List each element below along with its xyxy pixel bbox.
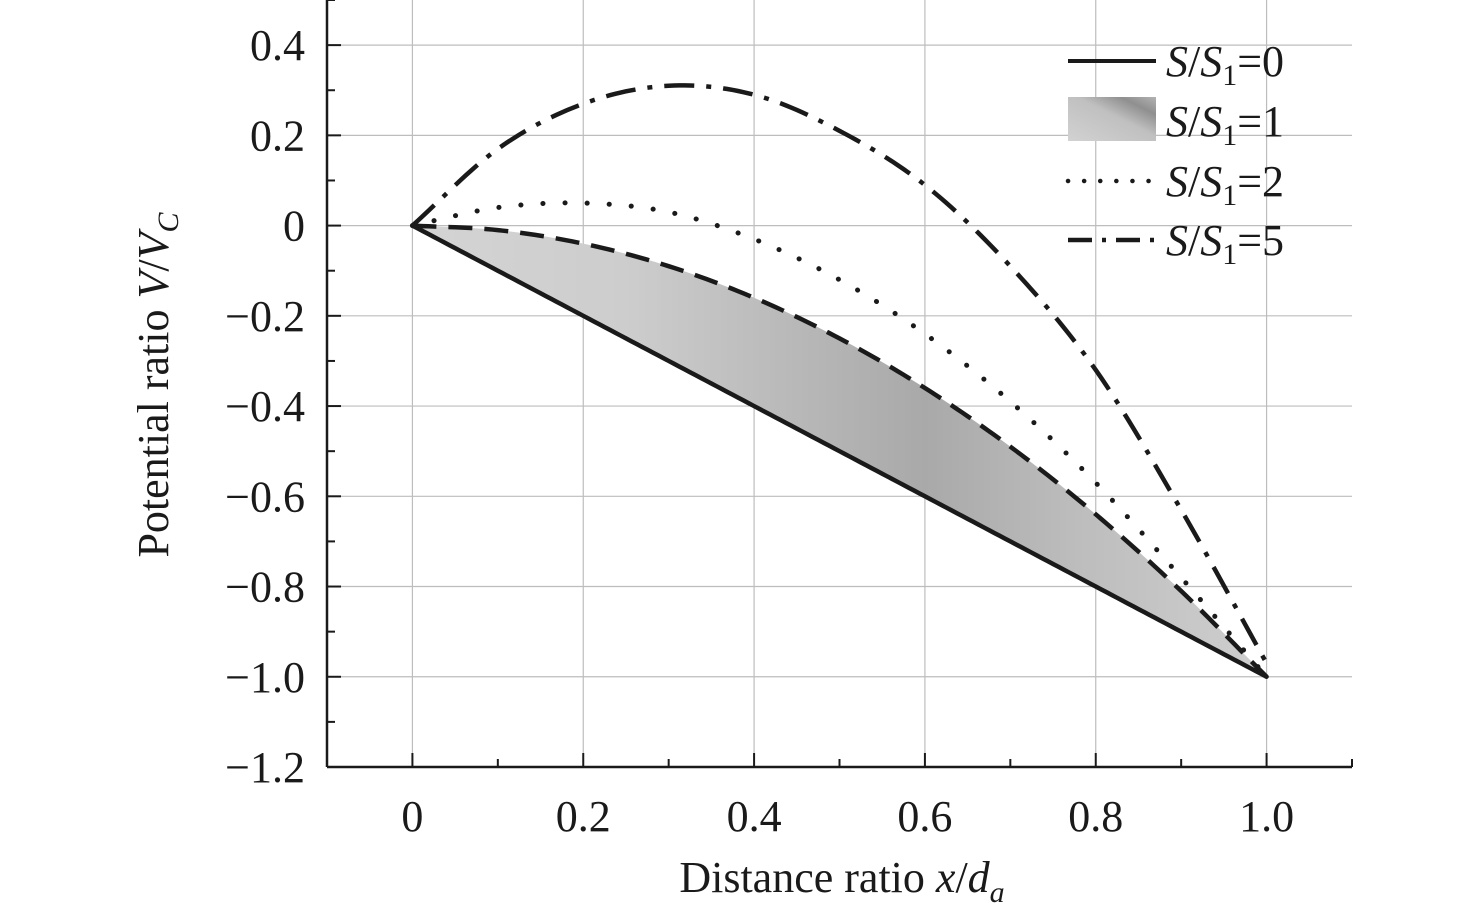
legend-label-s1: S/S1=1 [1166,97,1284,152]
y-tick-label-0: 0.4 [250,21,305,70]
y-tick-label-1: 0.2 [250,111,305,160]
x-tick-label-5: 1.0 [1239,792,1294,841]
y-axis-title: Potential ratio V/VC [129,211,185,557]
legend-item-s1: S/S1=1 [1068,97,1284,152]
x-tick-label-2: 0.4 [727,792,782,841]
x-tick-label-3: 0.6 [897,792,952,841]
y-tick-label-6: −0.8 [225,563,305,612]
grid-lines [327,0,1352,768]
legend-item-s2: S/S1=2 [1065,157,1284,212]
series-line-s2 [409,200,1270,680]
x-tick-label-4: 0.8 [1068,792,1123,841]
tick-labels: 0 0.2 0.4 0.6 0.8 1.0 0.4 0.2 0 −0.2 −0.4 −0.6 −0.8 −… [225,21,1294,841]
series-line-s1_dashed [412,223,1269,679]
legend-label-s0: S/S1=0 [1166,37,1284,92]
y-tick-label-4: −0.4 [225,382,305,431]
y-tick-label-7: −1.0 [225,653,305,702]
legend: S/S1=0 S/S1=1 S/S1=2 S/S1=5 [1065,37,1284,271]
series-line-s5 [410,83,1269,665]
series-lines [409,83,1270,680]
x-tick-label-0: 0 [401,792,423,841]
series-line-s0 [410,223,1269,680]
legend-label-s5: S/S1=5 [1166,216,1284,271]
legend-swatch-s1 [1068,97,1156,141]
legend-item-s5: S/S1=5 [1068,216,1284,271]
y-tick-label-8: −1.2 [225,743,305,792]
y-tick-label-2: 0 [283,202,305,251]
x-tick-label-1: 0.2 [556,792,611,841]
legend-item-s0: S/S1=0 [1068,37,1284,92]
y-tick-label-5: −0.6 [225,472,305,521]
x-axis-title: Distance ratio x/da [679,853,1004,909]
y-tick-label-3: −0.2 [225,292,305,341]
legend-label-s2: S/S1=2 [1166,157,1284,212]
axes [325,0,1353,769]
